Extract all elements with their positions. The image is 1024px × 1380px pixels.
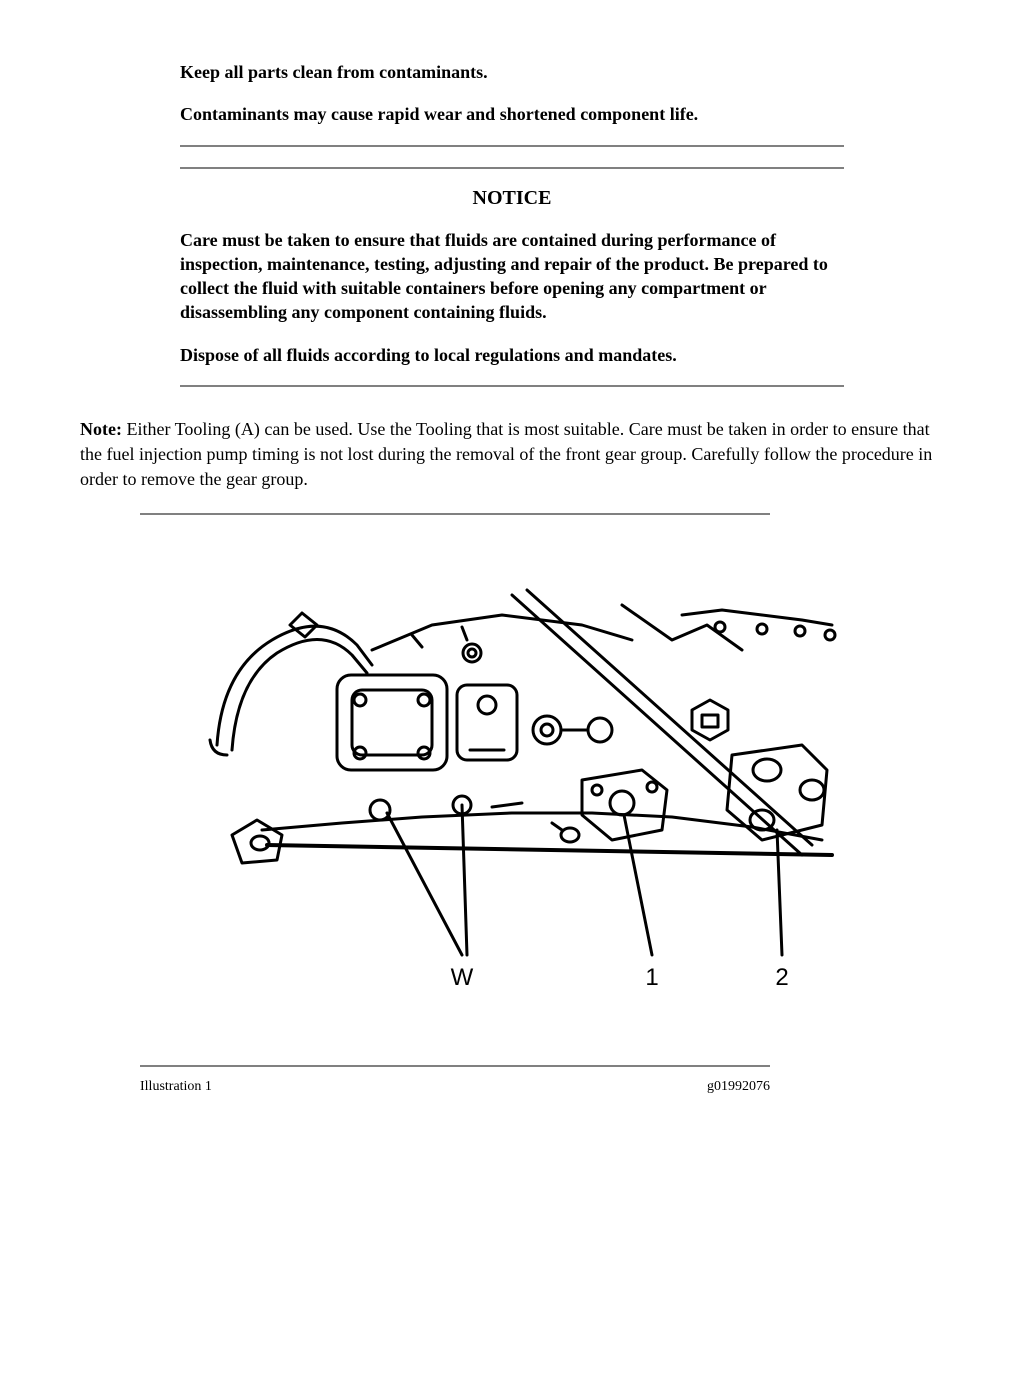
caption-left: Illustration 1 xyxy=(140,1079,212,1095)
notice2-para1: Care must be taken to ensure that fluids… xyxy=(180,228,844,325)
divider xyxy=(180,167,844,169)
notice2-para2: Dispose of all fluids according to local… xyxy=(180,343,844,367)
divider xyxy=(140,513,770,515)
illustration-block: W 1 2 Illustration 1 g01992076 xyxy=(140,513,884,1095)
notice1-line1: Keep all parts clean from contaminants. xyxy=(180,60,844,84)
notice-block-1: Keep all parts clean from contaminants. … xyxy=(180,60,844,147)
note-label: Note: xyxy=(80,419,122,439)
caption-right: g01992076 xyxy=(707,1079,770,1095)
divider xyxy=(180,145,844,147)
note-paragraph: Note: Either Tooling (A) can be used. Us… xyxy=(80,417,944,493)
notice-block-2: NOTICE Care must be taken to ensure that… xyxy=(180,167,844,387)
notice-heading: NOTICE xyxy=(180,187,844,210)
engine-diagram: W 1 2 xyxy=(162,555,862,1025)
label-1: 1 xyxy=(645,964,658,991)
note-text: Either Tooling (A) can be used. Use the … xyxy=(80,419,932,489)
notice1-line2: Contaminants may cause rapid wear and sh… xyxy=(180,102,844,126)
divider xyxy=(180,385,844,387)
illustration-caption: Illustration 1 g01992076 xyxy=(140,1079,770,1095)
label-w: W xyxy=(451,964,474,991)
divider xyxy=(140,1065,770,1067)
label-2: 2 xyxy=(775,964,788,991)
